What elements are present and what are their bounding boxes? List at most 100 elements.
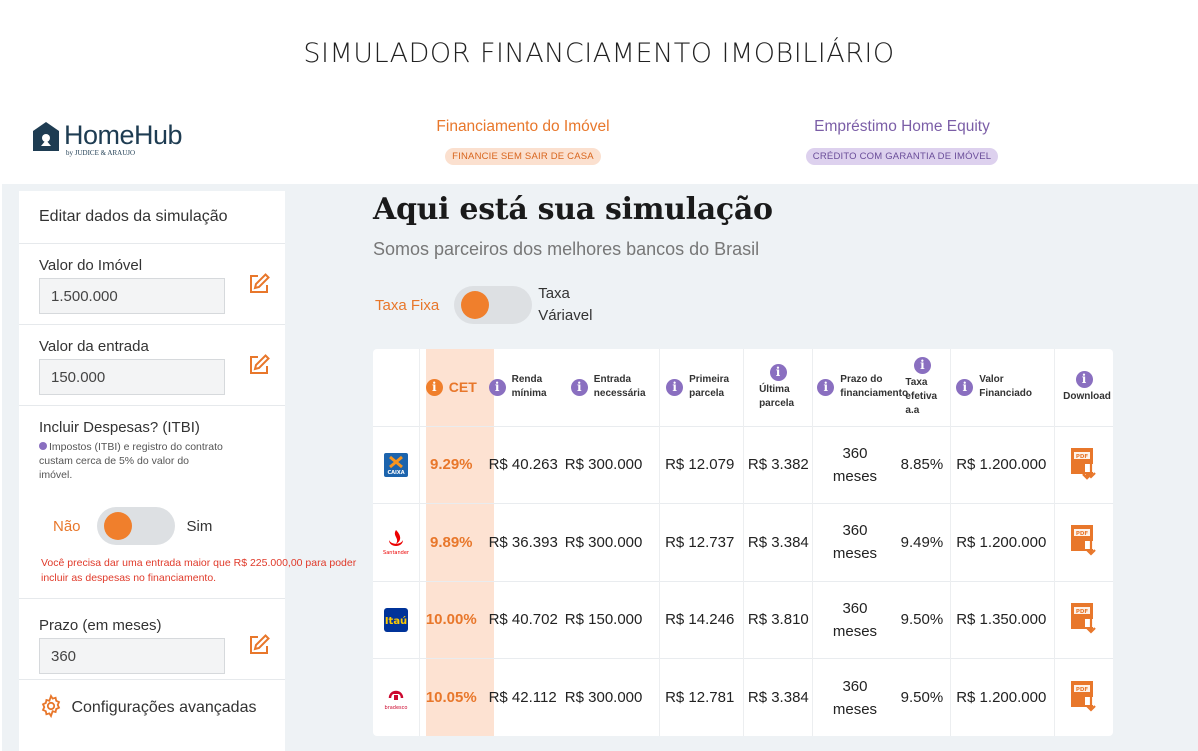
th-download: i Download bbox=[1055, 349, 1113, 426]
primeira-cell: R$ 12.079 bbox=[659, 425, 744, 504]
itbi-warning: Você precisa dar uma entrada maior que R… bbox=[41, 557, 357, 584]
th-renda-label: Renda mínima bbox=[511, 374, 547, 400]
info-icon[interactable]: i bbox=[488, 378, 506, 396]
th-valor-label: Valor Financiado bbox=[979, 374, 1033, 400]
itau-logo: Itaú bbox=[383, 607, 408, 632]
th-taxa-label: Taxa efetiva a.a bbox=[905, 376, 938, 416]
itbi-note: Impostos (ITBI) e registro do contrato c… bbox=[39, 440, 224, 482]
bank-cell: CAIXA bbox=[373, 425, 420, 504]
rate-toggle-row: Taxa Fixa Taxa Váriavel bbox=[375, 283, 608, 327]
itbi-label: Incluir Despesas? (ITBI) bbox=[39, 419, 200, 436]
info-icon[interactable]: i bbox=[913, 356, 931, 374]
th-cet[interactable]: i CET bbox=[419, 349, 482, 426]
info-icon[interactable]: i bbox=[769, 363, 787, 381]
nav-home-equity-label: Empréstimo Home Equity bbox=[814, 118, 990, 135]
th-entrada[interactable]: i Entrada necessária bbox=[564, 349, 661, 426]
svg-text:PDF: PDF bbox=[1076, 531, 1089, 537]
pdf-download-icon[interactable]: PDF bbox=[1069, 679, 1099, 713]
gear-icon bbox=[41, 694, 61, 718]
table-row: bradesco 10.05% R$ 42.112 R$ 300.000 R$ … bbox=[373, 658, 1113, 736]
th-taxa[interactable]: i Taxa efetiva a.a bbox=[896, 349, 952, 426]
prazo-cell: 360 meses bbox=[812, 425, 897, 504]
renda-cell: R$ 40.263 bbox=[482, 425, 565, 504]
sidebar: Editar dados da simulação Valor do Imóve… bbox=[19, 191, 356, 751]
svg-text:bradesco: bradesco bbox=[384, 705, 407, 711]
pdf-download-icon[interactable]: PDF bbox=[1069, 523, 1099, 557]
valor-cell: R$ 1.200.000 bbox=[950, 425, 1056, 504]
download-cell: PDF bbox=[1054, 503, 1113, 581]
pdf-download-icon[interactable]: PDF bbox=[1069, 446, 1099, 480]
cet-cell: 9.29% bbox=[419, 425, 483, 504]
valor-cell: R$ 1.200.000 bbox=[950, 658, 1056, 736]
taxa-cell: 9.50% bbox=[896, 658, 952, 736]
pdf-download-icon[interactable]: PDF bbox=[1069, 601, 1099, 635]
table-header-row: i CET i Renda mínima i Entrada necessária i… bbox=[373, 349, 1113, 426]
simulation-title: Aqui está sua simulação bbox=[373, 192, 773, 227]
itbi-toggle-on-label: Sim bbox=[186, 517, 213, 535]
th-renda[interactable]: i Renda mínima bbox=[483, 349, 565, 426]
edit-icon[interactable] bbox=[247, 353, 271, 377]
prazo-section: Prazo (em meses) 360 bbox=[19, 599, 285, 680]
svg-text:PDF: PDF bbox=[1076, 609, 1089, 615]
taxa-cell: 8.85% bbox=[896, 425, 952, 504]
prazo-unit: meses bbox=[832, 700, 878, 718]
th-primeira[interactable]: i Primeira parcela bbox=[659, 349, 744, 426]
th-valor[interactable]: i Valor Financiado bbox=[950, 349, 1056, 426]
renda-cell: R$ 36.393 bbox=[482, 503, 565, 581]
edit-icon[interactable] bbox=[247, 633, 271, 657]
caixa-logo: CAIXA bbox=[383, 452, 408, 477]
valor-cell: R$ 1.200.000 bbox=[950, 503, 1056, 581]
info-icon[interactable]: i bbox=[1075, 370, 1093, 388]
toggle-knob bbox=[103, 512, 132, 540]
house-logo-icon bbox=[33, 122, 59, 151]
nav-financiamento[interactable]: Financiamento do Imóvel FINANCIE SEM SAI… bbox=[400, 118, 646, 165]
itbi-toggle[interactable] bbox=[96, 507, 175, 545]
prazo-unit: meses bbox=[832, 545, 878, 563]
valor-entrada-input[interactable]: 150.000 bbox=[39, 359, 225, 395]
prazo-input[interactable]: 360 bbox=[39, 638, 225, 674]
entrada-cell: R$ 150.000 bbox=[564, 580, 661, 659]
page-title: SIMULADOR FINANCIAMENTO IMOBILIÁRIO bbox=[303, 38, 895, 69]
primeira-cell: R$ 12.781 bbox=[659, 658, 744, 736]
prazo-cell: 360 meses bbox=[812, 658, 897, 736]
rate-toggle[interactable] bbox=[454, 286, 533, 324]
svg-text:Santander: Santander bbox=[383, 550, 410, 556]
th-primeira-label: Primeira parcela bbox=[689, 374, 730, 400]
edit-icon[interactable] bbox=[247, 272, 271, 296]
primeira-cell: R$ 14.246 bbox=[659, 580, 744, 659]
th-prazo[interactable]: i Prazo do financiamento bbox=[813, 349, 908, 426]
download-cell: PDF bbox=[1054, 658, 1113, 736]
info-icon[interactable]: i bbox=[570, 378, 588, 396]
info-icon[interactable]: i bbox=[425, 378, 443, 396]
nav-home-equity[interactable]: Empréstimo Home Equity CRÉDITO COM GARAN… bbox=[780, 118, 1024, 165]
info-icon[interactable]: i bbox=[817, 378, 835, 396]
th-ultima-label: Última parcela bbox=[759, 383, 795, 409]
bank-cell: bradesco bbox=[373, 658, 420, 736]
info-icon[interactable]: i bbox=[666, 378, 684, 396]
prazo-unit: meses bbox=[832, 467, 878, 485]
homehub-logo[interactable]: HomeHub by JUDICE & ARAUJO bbox=[32, 121, 183, 157]
prazo-cell: 360 meses bbox=[812, 580, 897, 659]
config-avancadas[interactable]: Configurações avançadas bbox=[19, 680, 285, 751]
itbi-note-text: Impostos (ITBI) e registro do contrato c… bbox=[39, 441, 223, 481]
svg-text:PDF: PDF bbox=[1076, 687, 1089, 693]
valor-imovel-label: Valor do Imóvel bbox=[39, 257, 143, 274]
bradesco-logo: bradesco bbox=[384, 690, 407, 711]
valor-imovel-input[interactable]: 1.500.000 bbox=[39, 278, 225, 314]
th-ultima[interactable]: i Última parcela bbox=[743, 349, 814, 426]
prazo-unit: meses bbox=[832, 622, 878, 640]
th-bank bbox=[373, 349, 420, 426]
info-icon[interactable]: i bbox=[956, 378, 974, 396]
itbi-toggle-off-label: Não bbox=[53, 517, 81, 535]
logo-byline: by JUDICE & ARAUJO bbox=[66, 149, 136, 157]
bank-cell: Itaú bbox=[373, 580, 420, 659]
info-dot-icon bbox=[39, 442, 47, 450]
download-cell: PDF bbox=[1054, 425, 1113, 504]
valor-entrada-section: Valor da entrada 150.000 bbox=[19, 325, 285, 406]
svg-text:Itaú: Itaú bbox=[385, 615, 407, 627]
prazo-label: Prazo (em meses) bbox=[39, 617, 162, 634]
th-cet-label: CET bbox=[448, 379, 477, 396]
ultima-cell: R$ 3.384 bbox=[743, 658, 814, 736]
renda-cell: R$ 42.112 bbox=[482, 658, 565, 736]
svg-text:PDF: PDF bbox=[1076, 454, 1089, 460]
